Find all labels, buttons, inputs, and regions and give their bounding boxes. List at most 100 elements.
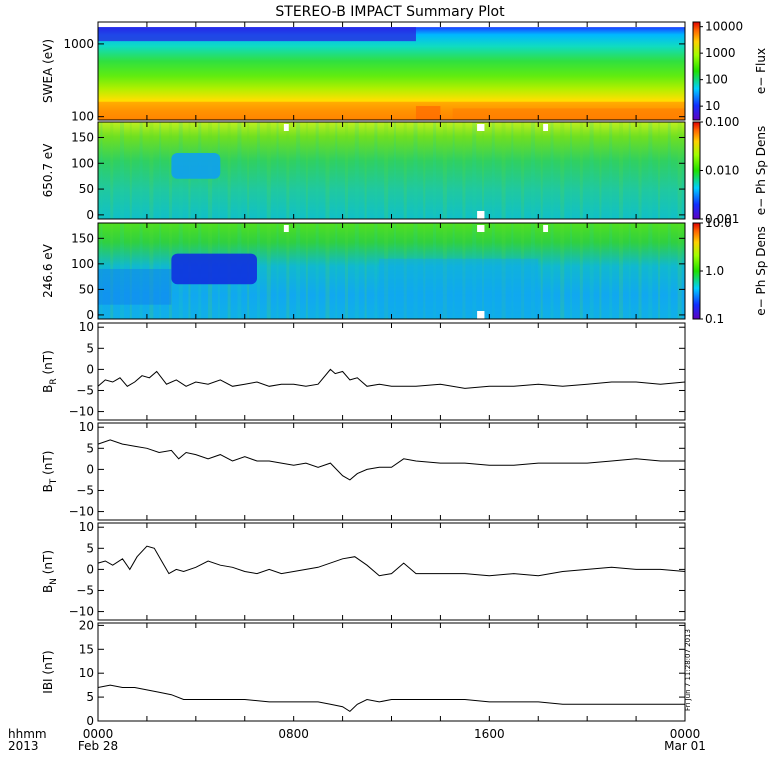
- striation: [491, 223, 495, 319]
- striation: [403, 122, 407, 219]
- striation: [384, 122, 389, 219]
- striation: [423, 122, 426, 219]
- panel-7: 0 5 10 15 20 IBI (nT): [41, 618, 686, 728]
- striation: [393, 122, 396, 219]
- colorbar-tick-label: 1000: [705, 46, 736, 60]
- striation: [599, 223, 602, 319]
- panel-3: 0.1 1.0 10.0 e− Ph Sp Dens 0 50 100 150 246.6 eV: [41, 216, 768, 326]
- striation: [618, 122, 623, 219]
- striation: [374, 122, 378, 219]
- striation: [335, 122, 338, 219]
- striation: [452, 122, 455, 219]
- colorbar-tick-label: 0.001: [705, 212, 739, 226]
- colorbar-3: 0.1 1.0 10.0 e− Ph Sp Dens: [692, 216, 768, 326]
- y-tick-label: 150: [71, 130, 94, 144]
- colorbar-fill: [692, 121, 701, 220]
- striation: [648, 223, 653, 319]
- y-tick-label: 0: [86, 208, 94, 222]
- time-tick-label: 1600: [474, 727, 505, 741]
- striation: [345, 223, 349, 319]
- data-gap: [477, 311, 485, 319]
- data-gap: [477, 211, 485, 219]
- depletion-region: [171, 253, 257, 285]
- y-axis-label: 246.6 eV: [41, 243, 55, 298]
- striation: [472, 223, 477, 319]
- y-tick-label: 10: [79, 666, 94, 680]
- striation: [413, 122, 418, 219]
- striation: [120, 122, 125, 219]
- colorbar-tick-label: 0.010: [705, 164, 739, 178]
- panel-2: 0.001 0.010 0.100 e− Ph Sp Dens 0 50 100 150 650…: [41, 115, 768, 226]
- y-tick-label: 0: [86, 562, 94, 576]
- striation: [599, 122, 602, 219]
- y-tick-label: 100: [71, 110, 94, 124]
- striation: [325, 223, 330, 319]
- colorbar-fill: [692, 222, 701, 320]
- striation: [403, 223, 407, 319]
- panel-4: −10 −5 0 5 10 BR (nT): [41, 320, 686, 421]
- panel-frame: [97, 622, 686, 722]
- generation-timestamp: Fri Jun 7 11:28:07 2013: [684, 629, 692, 711]
- striation: [442, 122, 447, 219]
- y-tick-label: 10: [79, 420, 94, 434]
- data-gap: [543, 225, 549, 232]
- data-gap: [283, 225, 289, 232]
- striation: [491, 122, 495, 219]
- striation: [658, 223, 661, 319]
- time-tick-label: 0800: [278, 727, 309, 741]
- y-tick-label: 5: [86, 690, 94, 704]
- striation: [266, 122, 271, 219]
- striation: [452, 223, 455, 319]
- y-tick-label: 100: [71, 156, 94, 170]
- striation: [256, 122, 260, 219]
- y-tick-label: −10: [69, 505, 94, 519]
- panel-6: −10 −5 0 5 10 BN (nT): [41, 520, 686, 621]
- high-flux-patch: [452, 108, 685, 120]
- panel-5: −10 −5 0 5 10 BT (nT): [41, 420, 686, 521]
- striation: [335, 223, 338, 319]
- striation: [609, 223, 613, 319]
- data-gap: [477, 124, 485, 131]
- y-axis-label: SWEA (eV): [41, 39, 55, 103]
- y-tick-label: 50: [79, 282, 94, 296]
- panel-1: 10 100 1000 10000 e− Flux 100 1000 SWEA (eV): [41, 20, 768, 124]
- depletion-region: [379, 258, 539, 318]
- colorbar-1: 10 100 1000 10000 e− Flux: [692, 20, 768, 121]
- striation: [286, 122, 290, 219]
- colorbar-tick-label: 0.1: [705, 312, 724, 326]
- striation: [354, 122, 359, 219]
- striation: [247, 122, 250, 219]
- striation: [374, 223, 378, 319]
- y-tick-label: 1000: [63, 37, 94, 51]
- striation: [256, 223, 260, 319]
- y-tick-label: 10: [79, 520, 94, 534]
- spectrogram-2: [98, 122, 685, 219]
- striation: [129, 122, 132, 219]
- striation: [589, 223, 594, 319]
- striation: [413, 223, 418, 319]
- striation: [286, 223, 290, 319]
- depletion-region: [98, 268, 172, 305]
- spectrogram-3: [98, 223, 685, 319]
- series-line: [97, 684, 685, 713]
- colorbar-tick-label: 10: [705, 99, 720, 113]
- striation: [530, 223, 535, 319]
- striation: [384, 223, 389, 319]
- striation: [345, 122, 349, 219]
- y-tick-label: −5: [76, 383, 94, 397]
- striation: [530, 122, 535, 219]
- y-axis-label: IBI (nT): [41, 650, 55, 693]
- striation: [433, 223, 437, 319]
- striation: [511, 223, 514, 319]
- striation: [159, 122, 162, 219]
- striation: [677, 122, 682, 219]
- striation: [237, 122, 242, 219]
- y-axis-label: BN (nT): [41, 550, 59, 593]
- striation: [100, 122, 103, 219]
- figure-title: STEREO-B IMPACT Summary Plot: [275, 4, 505, 20]
- striation: [139, 122, 143, 219]
- striation: [638, 122, 642, 219]
- striation: [315, 122, 319, 219]
- panel-frame: [97, 522, 686, 621]
- y-axis-label: 650.7 eV: [41, 143, 55, 198]
